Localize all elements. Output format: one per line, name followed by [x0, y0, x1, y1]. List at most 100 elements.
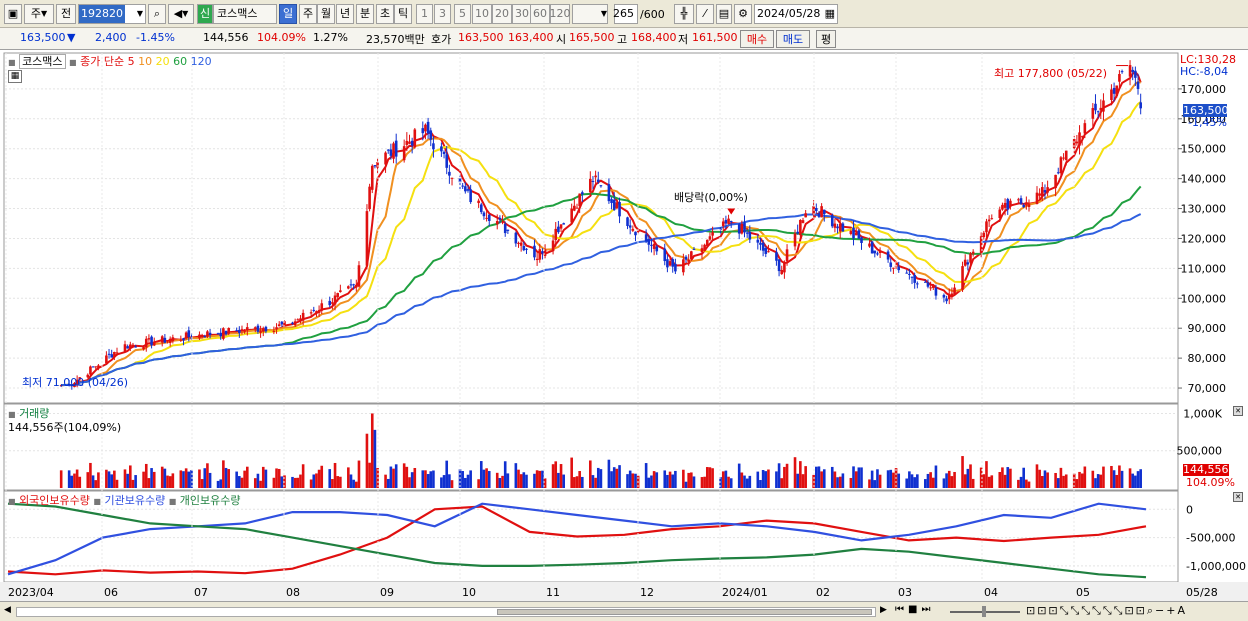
- volume-bar: [97, 472, 100, 488]
- scroll-thumb[interactable]: [497, 609, 872, 615]
- volume-bar: [814, 466, 818, 488]
- interval-120[interactable]: 120: [550, 4, 571, 24]
- volume-bar: [1035, 464, 1039, 488]
- candle-body: [652, 243, 656, 249]
- candle-body: [253, 327, 257, 329]
- volume-panel-close-icon[interactable]: ✕: [1233, 406, 1243, 416]
- volume-bar: [519, 474, 523, 488]
- ma-line-120: [61, 213, 1142, 387]
- calendar-icon[interactable]: ▦: [824, 7, 835, 20]
- window-menu-icon[interactable]: ▣: [4, 4, 22, 24]
- count-input[interactable]: 265: [613, 4, 638, 24]
- prev-button[interactable]: 전: [56, 4, 76, 24]
- volume-bar: [86, 472, 90, 488]
- volume-bar: [729, 478, 733, 488]
- candle-body: [860, 237, 863, 243]
- candle-body: [703, 244, 706, 251]
- volume-bar: [1072, 473, 1076, 488]
- candle-body: [1120, 71, 1124, 73]
- legend-individual: 개인보유수량: [179, 494, 241, 507]
- save-icon[interactable]: ▤: [716, 4, 732, 24]
- candle-body: [554, 228, 558, 241]
- trend-line-icon[interactable]: ⁄: [696, 4, 714, 24]
- candle-body: [107, 353, 111, 355]
- holding-panel-close-icon[interactable]: ✕: [1233, 492, 1243, 502]
- volume-bar: [506, 473, 510, 488]
- interval-20[interactable]: 20: [492, 4, 512, 24]
- candle-body: [315, 311, 318, 314]
- date-input[interactable]: 2024/05/28 ▦: [754, 4, 838, 24]
- candle-body: [216, 333, 220, 335]
- candle-body: [562, 223, 566, 225]
- volume-bar: [610, 471, 613, 488]
- volume-bar: [711, 468, 714, 488]
- average-button[interactable]: 평: [816, 30, 836, 48]
- scroll-left-icon[interactable]: ◀: [4, 605, 11, 615]
- candle-body: [432, 143, 435, 150]
- volume-bar: [386, 478, 390, 488]
- interval-10[interactable]: 10: [472, 4, 492, 24]
- volume-bar: [123, 469, 127, 488]
- candle-body: [588, 178, 592, 193]
- volume-bar: [963, 474, 967, 488]
- volume-bar: [700, 477, 704, 488]
- volume-bar: [208, 472, 212, 488]
- sell-button[interactable]: 매도: [776, 30, 810, 48]
- grid-toggle-icon[interactable]: ▦: [8, 70, 22, 83]
- volume-bars: [59, 413, 1142, 488]
- candle-body: [498, 217, 502, 220]
- candle-style-icon[interactable]: ╬: [674, 4, 694, 24]
- volume-bar: [256, 473, 260, 488]
- candle-body: [370, 165, 374, 190]
- interval-1[interactable]: 1: [416, 4, 433, 24]
- volume-bar: [272, 477, 276, 488]
- chart-scrollbar[interactable]: ◀ ▶ ⏮■⏭ ⊡⊡⊡⤡⤡⤡⤡⤡⤡⊡⊡⌕−+A: [0, 601, 1248, 621]
- interval-30[interactable]: 30: [512, 4, 532, 24]
- tab-1[interactable]: 주: [299, 4, 317, 24]
- tab-5[interactable]: 초: [376, 4, 394, 24]
- buy-button[interactable]: 매수: [740, 30, 774, 48]
- scroll-track[interactable]: [16, 607, 876, 617]
- interval-60[interactable]: 60: [530, 4, 550, 24]
- low-price: 161,500: [692, 31, 738, 44]
- tab-2[interactable]: 월: [317, 4, 335, 24]
- candle-body: [126, 346, 129, 349]
- tab-3[interactable]: 년: [336, 4, 354, 24]
- price-tick-label: 110,000: [1181, 262, 1227, 275]
- zoom-slider-thumb[interactable]: [982, 606, 986, 617]
- speaker-icon[interactable]: ◀ ▼: [168, 4, 194, 24]
- change-value: 2,400: [95, 31, 127, 44]
- stock-name-field[interactable]: 코스맥스: [213, 4, 277, 24]
- candle-body: [123, 344, 127, 352]
- volume-bar: [759, 480, 762, 488]
- scroll-right-icon[interactable]: ▶: [880, 605, 887, 615]
- interval-dropdown[interactable]: ▼: [572, 4, 608, 24]
- playback-controls[interactable]: ⏮■⏭: [895, 604, 935, 615]
- search-icon[interactable]: ⌕: [148, 4, 166, 24]
- tab-0[interactable]: 일: [279, 4, 297, 24]
- volume-bar: [333, 462, 337, 488]
- settings-icon[interactable]: ⚙: [734, 4, 752, 24]
- stock-label[interactable]: 코스맥스: [19, 54, 66, 69]
- volume-bar: [780, 478, 784, 488]
- tab-4[interactable]: 분: [356, 4, 374, 24]
- period-select[interactable]: 주 ▼: [24, 4, 54, 24]
- price-chart[interactable]: 170,000160,000150,000140,000130,000120,0…: [0, 50, 1248, 601]
- candle-body: [424, 124, 427, 132]
- interval-5[interactable]: 5: [454, 4, 471, 24]
- interval-3[interactable]: 3: [434, 4, 451, 24]
- drawing-tools[interactable]: ⊡⊡⊡⤡⤡⤡⤡⤡⤡⊡⊡⌕−+A: [1026, 604, 1188, 617]
- volume-bar: [868, 479, 871, 488]
- volume-bar: [495, 472, 499, 488]
- volume-bar: [998, 472, 1002, 488]
- tab-6[interactable]: 틱: [394, 4, 412, 24]
- volume-bar: [349, 474, 353, 488]
- candle-body: [1006, 199, 1010, 210]
- dividend-annotation: 배당락(0,00%): [674, 191, 748, 204]
- volume-bar: [870, 470, 874, 488]
- change-arrow: ▼: [67, 31, 76, 44]
- candle-body: [1091, 108, 1095, 119]
- candle-body: [129, 344, 132, 349]
- stock-code-input[interactable]: 192820 ▼: [78, 4, 146, 24]
